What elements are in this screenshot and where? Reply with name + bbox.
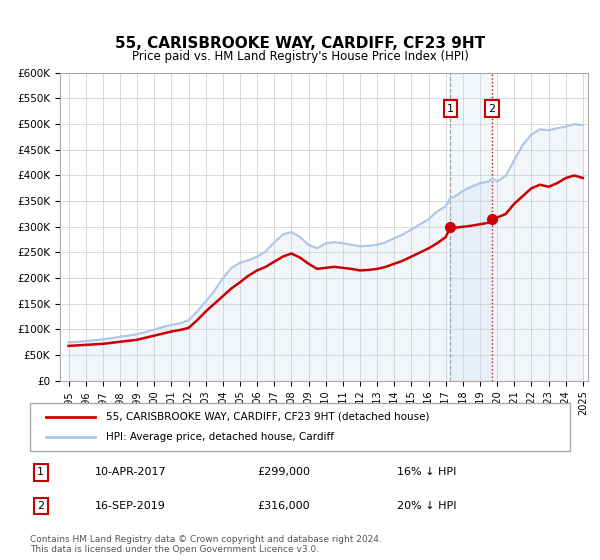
Text: £316,000: £316,000 [257,501,310,511]
Text: Contains HM Land Registry data © Crown copyright and database right 2024.
This d: Contains HM Land Registry data © Crown c… [30,535,382,554]
Text: 2: 2 [37,501,44,511]
Text: 1: 1 [447,104,454,114]
Text: 20% ↓ HPI: 20% ↓ HPI [397,501,457,511]
Text: 16-SEP-2019: 16-SEP-2019 [95,501,166,511]
Text: 55, CARISBROOKE WAY, CARDIFF, CF23 9HT (detached house): 55, CARISBROOKE WAY, CARDIFF, CF23 9HT (… [106,412,429,422]
Text: Price paid vs. HM Land Registry's House Price Index (HPI): Price paid vs. HM Land Registry's House … [131,50,469,63]
Text: 1: 1 [37,468,44,478]
FancyBboxPatch shape [30,403,570,451]
Text: 55, CARISBROOKE WAY, CARDIFF, CF23 9HT: 55, CARISBROOKE WAY, CARDIFF, CF23 9HT [115,36,485,52]
Text: 10-APR-2017: 10-APR-2017 [95,468,166,478]
Text: £299,000: £299,000 [257,468,310,478]
Text: 2: 2 [488,104,496,114]
Text: HPI: Average price, detached house, Cardiff: HPI: Average price, detached house, Card… [106,432,334,442]
Text: 16% ↓ HPI: 16% ↓ HPI [397,468,457,478]
Bar [451,73,492,381]
